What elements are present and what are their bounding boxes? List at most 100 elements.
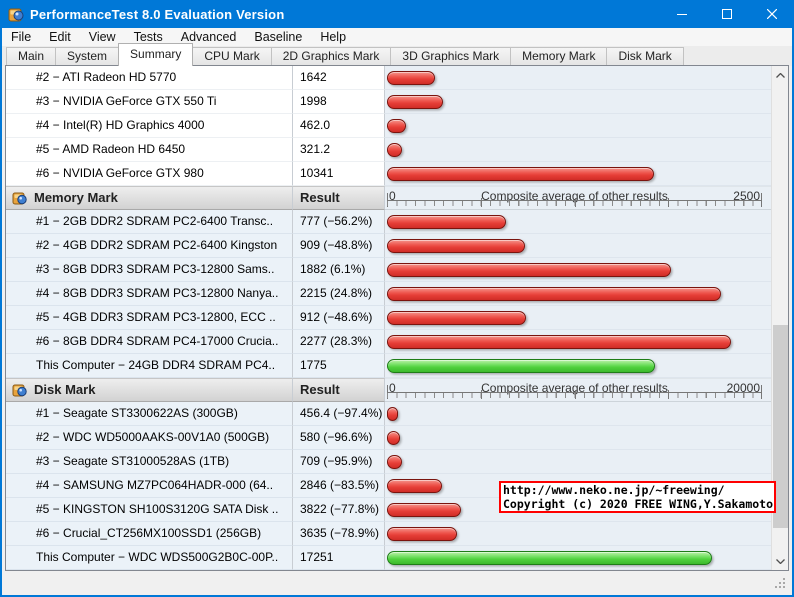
table-row[interactable]: #6 − Crucial_CT256MX100SSD1 (256GB) 3635 … [6,522,771,546]
scroll-down-icon[interactable] [772,553,788,569]
result-bar [387,551,712,565]
row-result: 462.0 [293,114,385,138]
tab-main[interactable]: Main [6,47,57,66]
row-result: 2277 (28.3%) [293,330,385,354]
axis-midtick [668,390,670,399]
table-row[interactable]: #1 − 2GB DDR2 SDRAM PC2-6400 Transc.. 777… [6,210,771,234]
bar-track [387,282,762,305]
menu-item-tests[interactable]: Tests [133,30,163,44]
section-header: Disk Mark Result 0 Composite average of oth… [6,378,771,402]
axis-caption: Composite average of other results [481,381,668,395]
scale-cell: 0 Composite average of other results 20000 [385,378,771,402]
bar-track [387,450,762,473]
table-row[interactable]: #2 − ATI Radeon HD 5770 1642 [6,66,771,90]
menu-item-advanced[interactable]: Advanced [180,30,237,44]
table-row[interactable]: #1 − Seagate ST3300622AS (300GB) 456.4 (−… [6,402,771,426]
result-bar [387,407,398,421]
axis-max-label: 2500 [733,189,760,203]
result-bar [387,335,731,349]
row-bar-cell [385,90,771,114]
menu-item-help[interactable]: Help [320,30,347,44]
tab-3d-graphics-mark[interactable]: 3D Graphics Mark [390,47,512,66]
table-row[interactable]: #2 − WDC WD5000AAKS-00V1A0 (500GB) 580 (−… [6,426,771,450]
row-label: #4 − Intel(R) HD Graphics 4000 [6,114,293,138]
table-row[interactable]: #4 − Intel(R) HD Graphics 4000 462.0 [6,114,771,138]
table-row[interactable]: #5 − 4GB DDR3 SDRAM PC3-12800, ECC .. 912… [6,306,771,330]
tab-disk-mark[interactable]: Disk Mark [606,47,684,66]
row-label: #4 − 8GB DDR3 SDRAM PC3-12800 Nanya.. [6,282,293,306]
row-label: #5 − AMD Radeon HD 6450 [6,138,293,162]
axis-max-label: 20000 [726,381,760,395]
row-label: This Computer − WDC WDS500G2B0C-00P.. [6,546,293,570]
menu-item-file[interactable]: File [11,30,32,44]
axis-ruler [387,385,762,399]
scroll-up-icon[interactable] [772,67,788,83]
vertical-scrollbar[interactable] [771,66,788,570]
copyright-url: http://www.neko.ne.jp/~freewing/ [503,483,725,497]
row-result: 321.2 [293,138,385,162]
row-bar-cell [385,330,771,354]
bar-track [387,66,762,89]
result-bar [387,71,435,85]
table-row[interactable]: #3 − 8GB DDR3 SDRAM PC3-12800 Sams.. 1882… [6,258,771,282]
axis-midtick [480,390,482,399]
row-result: 1775 [293,354,385,378]
result-bar [387,287,721,301]
table-row[interactable]: #6 − NVIDIA GeForce GTX 980 10341 [6,162,771,186]
row-label: #2 − WDC WD5000AAKS-00V1A0 (500GB) [6,426,293,450]
close-icon[interactable] [749,0,794,28]
table-row[interactable]: #6 − 8GB DDR4 SDRAM PC4-17000 Crucia.. 22… [6,330,771,354]
tab-2d-graphics-mark[interactable]: 2D Graphics Mark [270,47,392,66]
bar-track [387,330,762,353]
window-title: PerformanceTest 8.0 Evaluation Version [30,6,285,22]
result-header: Result [293,378,385,402]
maximize-icon[interactable] [704,0,749,28]
row-result: 17251 [293,546,385,570]
menu-item-edit[interactable]: Edit [49,30,71,44]
row-bar-cell [385,138,771,162]
table-row[interactable]: #4 − 8GB DDR3 SDRAM PC3-12800 Nanya.. 221… [6,282,771,306]
table-row[interactable]: This Computer − WDC WDS500G2B0C-00P.. 172… [6,546,771,570]
tab-summary[interactable]: Summary [118,43,194,66]
bar-track [387,138,762,161]
row-result: 777 (−56.2%) [293,210,385,234]
table-row[interactable]: #2 − 4GB DDR2 SDRAM PC2-6400 Kingston 909… [6,234,771,258]
resize-grip-icon[interactable] [783,586,785,588]
result-bar [387,167,654,181]
bar-track [387,90,762,113]
row-label: #5 − 4GB DDR3 SDRAM PC3-12800, ECC .. [6,306,293,330]
row-bar-cell [385,450,771,474]
tab-cpu-mark[interactable]: CPU Mark [192,47,272,66]
row-label: #6 − Crucial_CT256MX100SSD1 (256GB) [6,522,293,546]
row-result: 3822 (−77.8%) [293,498,385,522]
result-bar [387,359,655,373]
bar-track [387,162,762,185]
menu-bar: File Edit View Tests Advanced Baseline Help [2,28,792,47]
row-bar-cell [385,114,771,138]
tab-system[interactable]: System [55,47,120,66]
tab-memory-mark[interactable]: Memory Mark [510,47,608,66]
window-controls [659,0,794,28]
menu-item-baseline[interactable]: Baseline [254,30,303,44]
axis-ruler [387,193,762,207]
row-label: #6 − 8GB DDR4 SDRAM PC4-17000 Crucia.. [6,330,293,354]
scrollbar-thumb[interactable] [773,325,788,528]
axis-caption: Composite average of other results [481,189,668,203]
bar-track [387,258,762,281]
minimize-icon[interactable] [659,0,704,28]
table-row[interactable]: This Computer − 24GB DDR4 SDRAM PC4.. 177… [6,354,771,378]
menu-item-view[interactable]: View [88,30,116,44]
table-row[interactable]: #3 − Seagate ST31000528AS (1TB) 709 (−95.… [6,450,771,474]
row-label: #1 − Seagate ST3300622AS (300GB) [6,402,293,426]
row-bar-cell [385,306,771,330]
table-row[interactable]: #3 − NVIDIA GeForce GTX 550 Ti 1998 [6,90,771,114]
axis-midtick [574,198,576,207]
scale-cell: 0 Composite average of other results 2500 [385,186,771,210]
bar-track [387,402,762,425]
row-label: #3 − 8GB DDR3 SDRAM PC3-12800 Sams.. [6,258,293,282]
axis-midtick [480,198,482,207]
row-bar-cell [385,210,771,234]
table-row[interactable]: #5 − AMD Radeon HD 6450 321.2 [6,138,771,162]
status-strip [2,571,792,595]
row-result: 1642 [293,66,385,90]
